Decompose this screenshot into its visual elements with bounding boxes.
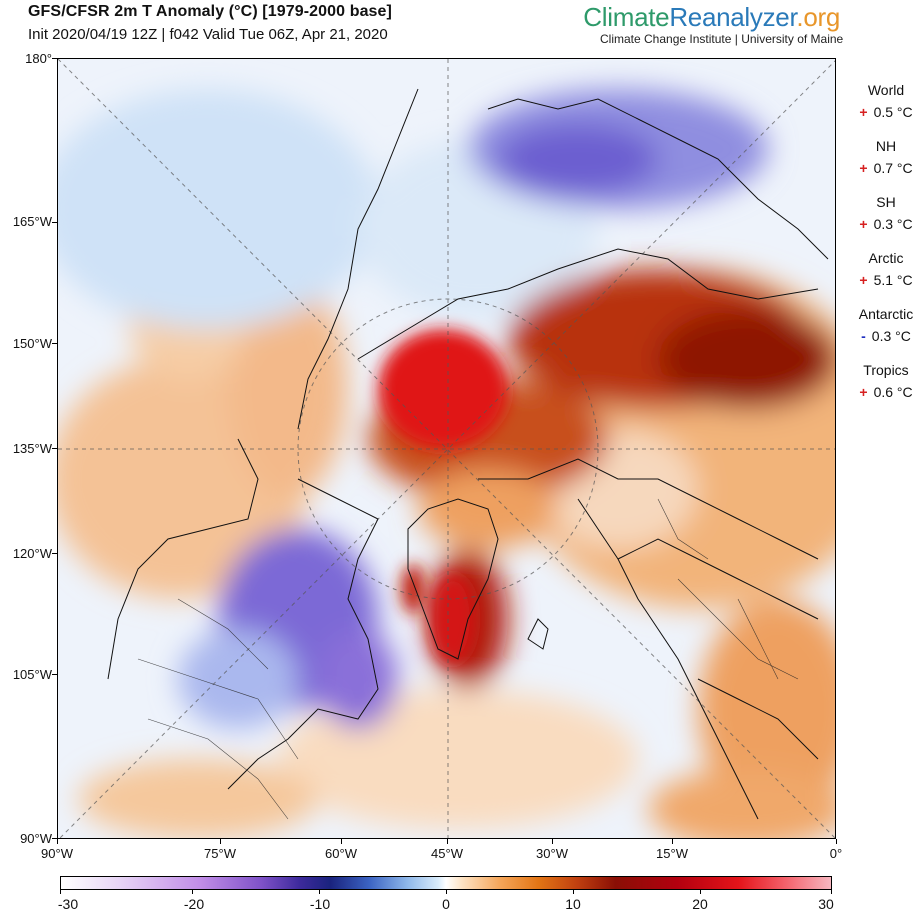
stat-nh: NH +0.7 °C	[848, 138, 924, 176]
stat-value: +5.1 °C	[848, 272, 924, 288]
stat-value: +0.3 °C	[848, 216, 924, 232]
colorbar-tick	[700, 889, 701, 894]
colorbar-label-20: 20	[692, 896, 708, 912]
axis-tick-bottom	[220, 839, 221, 844]
axis-tick-bottom	[57, 839, 58, 844]
stat-number: 0.3 °C	[873, 216, 913, 232]
colorbar-label-neg20: -20	[183, 896, 205, 912]
axis-tick-bottom	[341, 839, 342, 844]
stat-name: SH	[876, 194, 896, 210]
colorbar-tick	[319, 889, 320, 894]
stat-sh: SH +0.3 °C	[848, 194, 924, 232]
stat-number: 0.5 °C	[873, 104, 913, 120]
stat-antarctic: Antarctic -0.3 °C	[848, 306, 924, 344]
stat-number: 0.6 °C	[873, 384, 913, 400]
colorbar-label-10: 10	[565, 896, 581, 912]
logo-part-reanalyzer: Reanalyzer	[669, 2, 797, 32]
stat-world: World +0.5 °C	[848, 82, 924, 120]
axis-label-left-180: 180°	[25, 51, 52, 66]
sign-plus-icon: +	[859, 104, 868, 120]
regional-stats-panel: World +0.5 °C NH +0.7 °C SH +0.3 °C Arct…	[848, 82, 924, 418]
colorbar-tick	[60, 889, 61, 894]
axis-tick-left	[52, 838, 57, 839]
axis-label-bottom-30w: 30°W	[536, 846, 568, 861]
axis-label-left-150w: 150°W	[12, 336, 52, 351]
stat-name: Arctic	[868, 250, 904, 266]
anomaly-map-image	[58, 59, 835, 838]
colorbar-tick	[446, 889, 447, 894]
sign-plus-icon: +	[859, 160, 868, 176]
colorbar-tick	[573, 889, 574, 894]
stat-name: World	[867, 82, 905, 98]
axis-label-left-120w: 120°W	[12, 546, 52, 561]
axis-tick-bottom	[552, 839, 553, 844]
axis-tick-left	[52, 222, 57, 223]
stat-name: Antarctic	[858, 306, 914, 322]
axis-label-bottom-0: 0°	[829, 846, 843, 861]
logo-subtitle: Climate Change Institute | University of…	[600, 32, 844, 46]
axis-label-bottom-60w: 60°W	[325, 846, 357, 861]
axis-tick-bottom	[672, 839, 673, 844]
sign-plus-icon: +	[859, 216, 868, 232]
stat-number: 0.7 °C	[873, 160, 913, 176]
axis-label-bottom-45w: 45°W	[431, 846, 463, 861]
stat-value: +0.5 °C	[848, 104, 924, 120]
axis-tick-left	[52, 553, 57, 554]
axis-label-left-105w: 105°W	[12, 667, 52, 682]
map-title: GFS/CFSR 2m T Anomaly (°C) [1979-2000 ba…	[28, 3, 392, 20]
logo-part-climate: Climate	[583, 2, 670, 32]
axis-label-bottom-90w: 90°W	[41, 846, 73, 861]
colorbar-label-0: 0	[442, 896, 450, 912]
stat-name: Tropics	[863, 362, 909, 378]
axis-tick-left	[52, 448, 57, 449]
axis-tick-left	[52, 674, 57, 675]
colorbar-label-30: 30	[818, 896, 834, 912]
stat-name: NH	[875, 138, 897, 154]
stat-arctic: Arctic +5.1 °C	[848, 250, 924, 288]
axis-label-left-135w: 135°W	[12, 441, 52, 456]
colorbar-label-neg30: -30	[57, 896, 79, 912]
sign-plus-icon: +	[859, 272, 868, 288]
axis-tick-bottom	[447, 839, 448, 844]
axis-tick-left	[52, 58, 57, 59]
colorbar-tick	[831, 889, 832, 894]
anomaly-map	[57, 58, 836, 839]
colorbar-label-neg10: -10	[309, 896, 331, 912]
stat-value: +0.6 °C	[848, 384, 924, 400]
map-subtitle: Init 2020/04/19 12Z | f042 Valid Tue 06Z…	[28, 26, 388, 43]
site-logo[interactable]: ClimateReanalyzer.org	[583, 2, 840, 33]
colorbar-tick	[192, 889, 193, 894]
axis-label-bottom-75w: 75°W	[204, 846, 236, 861]
stat-number: 5.1 °C	[873, 272, 913, 288]
stat-number: 0.3 °C	[871, 328, 911, 344]
axis-label-bottom-15w: 15°W	[656, 846, 688, 861]
stat-value: -0.3 °C	[848, 328, 924, 344]
axis-label-left-90w: 90°W	[20, 831, 52, 846]
stat-tropics: Tropics +0.6 °C	[848, 362, 924, 400]
sign-minus-icon: -	[861, 328, 866, 344]
sign-plus-icon: +	[859, 384, 868, 400]
colorbar	[60, 876, 832, 890]
stat-value: +0.7 °C	[848, 160, 924, 176]
axis-tick-bottom	[836, 839, 837, 844]
axis-tick-left	[52, 343, 57, 344]
axis-label-left-165w: 165°W	[12, 214, 52, 229]
logo-part-org: .org	[796, 2, 840, 32]
